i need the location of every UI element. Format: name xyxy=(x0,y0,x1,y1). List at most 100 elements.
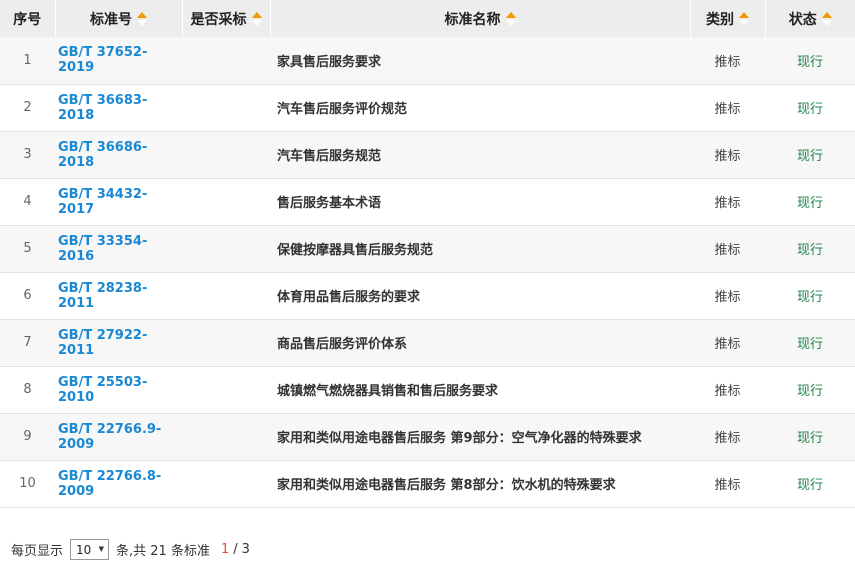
sort-desc-icon xyxy=(505,19,516,26)
row-index: 3 xyxy=(23,147,32,162)
standard-name: 汽车售后服务评价规范 xyxy=(277,102,408,117)
status-cell: 现行 xyxy=(796,149,823,164)
row-index: 5 xyxy=(23,241,32,256)
column-label-category: 类别 xyxy=(706,11,734,28)
per-page-label: 每页显示 xyxy=(11,544,64,559)
category-cell: 推标 xyxy=(714,478,741,493)
adopted-cell xyxy=(182,319,270,366)
standard-number-link[interactable]: GB/T 33354-2016 xyxy=(58,233,148,264)
sort-icon xyxy=(137,11,147,26)
table-row: 5 GB/T 33354-2016 保健按摩器具售后服务规范 推标 现行 xyxy=(0,225,855,272)
status-cell: 现行 xyxy=(796,196,823,211)
standard-number-cell: GB/T 22766.8-2009 xyxy=(55,460,182,507)
column-header-standard-number[interactable]: 标准号 xyxy=(54,0,182,37)
standard-number-link[interactable]: GB/T 25503-2010 xyxy=(58,374,148,405)
column-label-standard-number: 标准号 xyxy=(90,11,132,28)
table-body: 1 GB/T 37652-2019 家具售后服务要求 推标 现行 2 GB/T … xyxy=(0,37,855,507)
status-cell: 现行 xyxy=(796,54,823,70)
sort-desc-icon xyxy=(739,19,749,26)
category-cell: 推标 xyxy=(714,54,741,70)
sort-asc-icon xyxy=(251,11,262,18)
table-row: 1 GB/T 37652-2019 家具售后服务要求 推标 现行 xyxy=(0,37,855,84)
standard-number-cell: GB/T 28238-2011 xyxy=(55,272,182,319)
per-page-value: 10 xyxy=(76,542,92,557)
sort-desc-icon xyxy=(821,19,832,26)
standard-number-cell: GB/T 34432-2017 xyxy=(55,178,182,225)
category-cell: 推标 xyxy=(714,431,741,446)
table-row: 10 GB/T 22766.8-2009 家用和类似用途电器售后服务 第8部分：… xyxy=(0,460,855,507)
standard-number-link[interactable]: GB/T 27922-2011 xyxy=(58,327,148,358)
sort-asc-icon xyxy=(137,11,147,18)
adopted-cell xyxy=(182,366,270,413)
category-cell: 推标 xyxy=(714,196,741,211)
column-label-adopted: 是否采标 xyxy=(190,11,247,28)
sort-asc-icon xyxy=(505,11,516,18)
standard-name: 家用和类似用途电器售后服务 第9部分：空气净化器的特殊要求 xyxy=(277,431,642,446)
standard-number-cell: GB/T 33354-2016 xyxy=(55,225,182,272)
row-index: 9 xyxy=(23,429,32,444)
sort-icon xyxy=(739,11,749,26)
pagination-bar: 每页显示 10 ▼ 条,共 21 条标准 1 / 3 xyxy=(11,539,855,561)
standard-number-cell: GB/T 36683-2018 xyxy=(55,84,182,131)
row-index: 8 xyxy=(23,382,32,397)
adopted-cell xyxy=(182,131,270,178)
adopted-cell xyxy=(182,178,270,225)
standard-name: 家具售后服务要求 xyxy=(277,54,382,70)
table-row: 6 GB/T 28238-2011 体育用品售后服务的要求 推标 现行 xyxy=(0,272,855,319)
status-cell: 现行 xyxy=(796,384,823,399)
adopted-cell xyxy=(182,225,270,272)
standard-number-link[interactable]: GB/T 36683-2018 xyxy=(58,92,148,123)
column-header-standard-name[interactable]: 标准名称 xyxy=(269,0,690,37)
standard-number-link[interactable]: GB/T 34432-2017 xyxy=(58,186,148,217)
standard-number-link[interactable]: GB/T 22766.8-2009 xyxy=(58,468,162,499)
standard-name: 售后服务基本术语 xyxy=(277,196,382,211)
standard-name: 汽车售后服务规范 xyxy=(277,149,382,164)
standard-number-link[interactable]: GB/T 37652-2019 xyxy=(58,45,148,76)
adopted-cell xyxy=(182,37,270,84)
adopted-cell xyxy=(182,460,270,507)
table-row: 4 GB/T 34432-2017 售后服务基本术语 推标 现行 xyxy=(0,178,855,225)
standard-number-cell: GB/T 22766.9-2009 xyxy=(55,413,182,460)
table-row: 8 GB/T 25503-2010 城镇燃气燃烧器具销售和售后服务要求 推标 现… xyxy=(0,366,855,413)
category-cell: 推标 xyxy=(714,290,741,305)
category-cell: 推标 xyxy=(714,243,741,258)
standard-number-cell: GB/T 27922-2011 xyxy=(55,319,182,366)
column-label-status: 状态 xyxy=(788,11,817,28)
sort-icon xyxy=(821,11,832,26)
status-cell: 现行 xyxy=(796,337,823,352)
row-index: 7 xyxy=(23,335,32,350)
current-page: 1 xyxy=(220,542,230,557)
standard-name: 商品售后服务评价体系 xyxy=(277,337,408,352)
row-index: 10 xyxy=(19,476,36,491)
table-row: 7 GB/T 27922-2011 商品售后服务评价体系 推标 现行 xyxy=(0,319,855,366)
total-count-text: 条,共 21 条标准 xyxy=(116,544,210,559)
standards-table: 序号 标准号 是否采标 标准名称 xyxy=(0,0,855,507)
status-cell: 现行 xyxy=(796,290,823,305)
row-index: 1 xyxy=(23,52,32,68)
sort-asc-icon xyxy=(739,11,749,18)
adopted-cell xyxy=(182,272,270,319)
status-cell: 现行 xyxy=(796,243,823,258)
total-pages: 3 xyxy=(241,542,250,557)
row-index: 4 xyxy=(23,194,32,209)
standard-number-link[interactable]: GB/T 22766.9-2009 xyxy=(58,421,162,452)
status-cell: 现行 xyxy=(796,431,823,446)
adopted-cell xyxy=(182,413,270,460)
standard-number-link[interactable]: GB/T 36686-2018 xyxy=(58,139,148,170)
dropdown-arrow-icon: ▼ xyxy=(98,545,105,553)
sort-asc-icon xyxy=(821,11,832,18)
category-cell: 推标 xyxy=(714,384,741,399)
column-header-category[interactable]: 类别 xyxy=(689,0,765,37)
sort-desc-icon xyxy=(251,19,262,26)
standard-number-cell: GB/T 25503-2010 xyxy=(55,366,182,413)
column-header-adopted[interactable]: 是否采标 xyxy=(181,0,270,37)
table-row: 9 GB/T 22766.9-2009 家用和类似用途电器售后服务 第9部分：空… xyxy=(0,413,855,460)
standard-name: 城镇燃气燃烧器具销售和售后服务要求 xyxy=(277,384,499,399)
row-index: 2 xyxy=(23,100,32,115)
standard-number-link[interactable]: GB/T 28238-2011 xyxy=(58,280,148,311)
standard-number-cell: GB/T 36686-2018 xyxy=(55,131,182,178)
per-page-select[interactable]: 10 ▼ xyxy=(70,539,110,560)
sort-desc-icon xyxy=(137,19,147,26)
column-header-status[interactable]: 状态 xyxy=(764,0,855,37)
column-header-index: 序号 xyxy=(0,0,55,37)
